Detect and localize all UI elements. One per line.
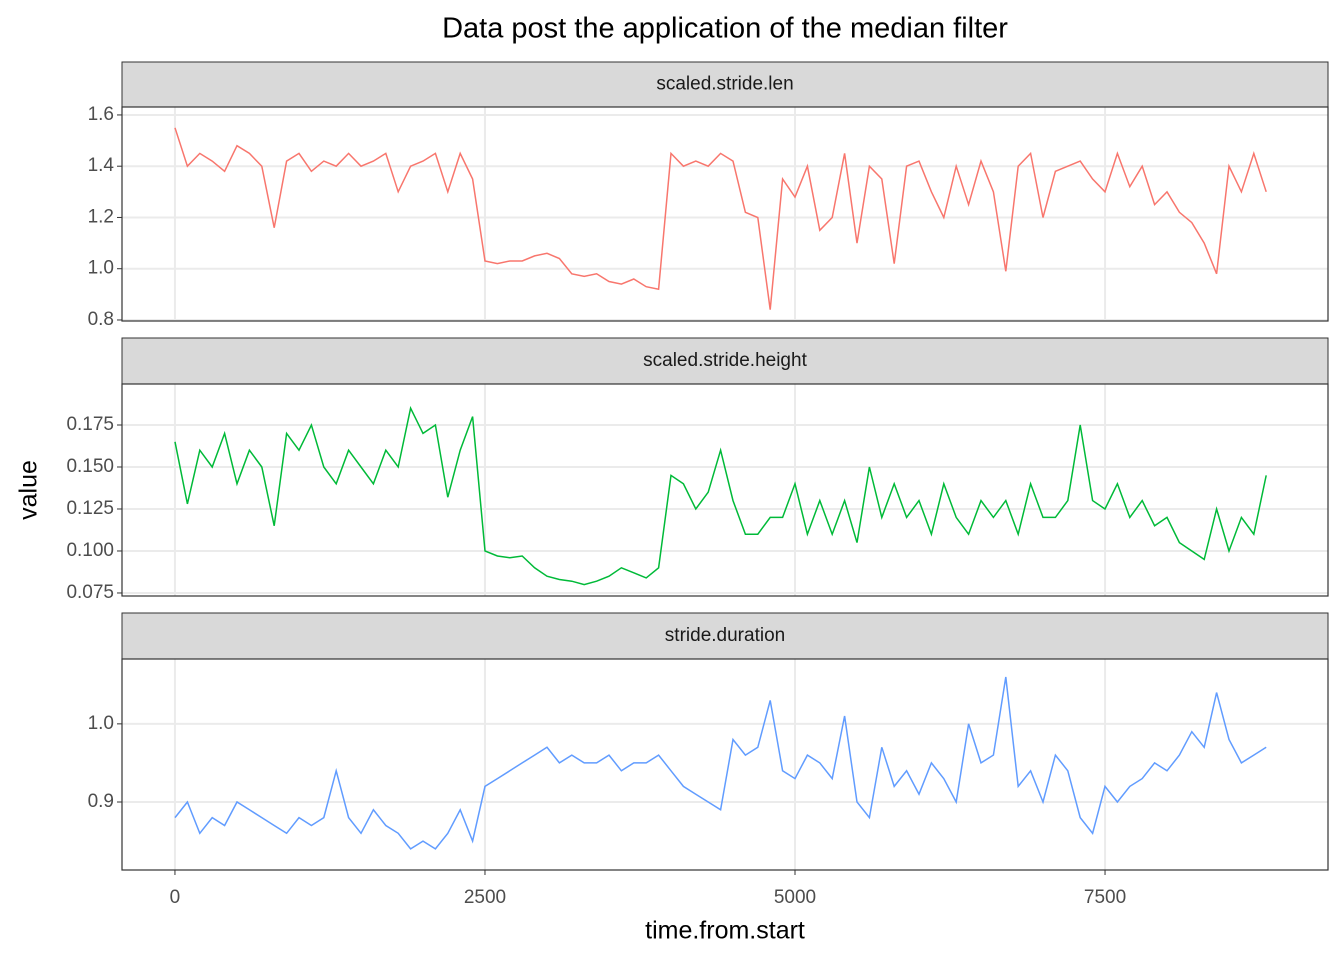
panel-border	[121, 658, 1329, 871]
y-tick-label: 1.4	[88, 155, 115, 176]
y-tick-label: 1.2	[88, 206, 114, 227]
x-tick-label: 0	[170, 887, 181, 908]
panel-border	[121, 106, 1329, 322]
data-line	[174, 676, 1267, 850]
strip-label: scaled.stride.height	[643, 350, 807, 371]
y-tick-label: 0.175	[66, 414, 114, 435]
strip	[121, 612, 1329, 660]
y-tick-label: 0.125	[66, 498, 114, 519]
panel	[122, 659, 1328, 870]
panel	[122, 107, 1328, 321]
strip-label: stride.duration	[665, 625, 785, 646]
panel-border	[121, 383, 1329, 597]
y-tick-label: 0.150	[66, 456, 114, 477]
y-tick-label: 1.0	[88, 713, 114, 734]
panel	[122, 384, 1328, 596]
x-tick-label: 7500	[1084, 887, 1126, 908]
strip	[121, 61, 1329, 108]
x-tick-label: 2500	[464, 887, 506, 908]
y-axis-title: value	[15, 460, 43, 520]
x-tick-label: 5000	[774, 887, 816, 908]
y-tick-label: 1.6	[88, 104, 114, 125]
y-tick-label: 0.075	[66, 582, 114, 603]
data-line	[174, 127, 1267, 310]
y-tick-label: 0.9	[88, 791, 114, 812]
strip-label: scaled.stride.len	[656, 74, 793, 95]
chart-title: Data post the application of the median …	[442, 13, 1008, 45]
data-line	[174, 405, 1267, 586]
y-tick-label: 0.8	[88, 309, 114, 330]
strip	[121, 337, 1329, 385]
y-tick-label: 0.100	[66, 540, 114, 561]
y-tick-label: 1.0	[88, 258, 114, 279]
x-axis-title: time.from.start	[645, 917, 805, 945]
